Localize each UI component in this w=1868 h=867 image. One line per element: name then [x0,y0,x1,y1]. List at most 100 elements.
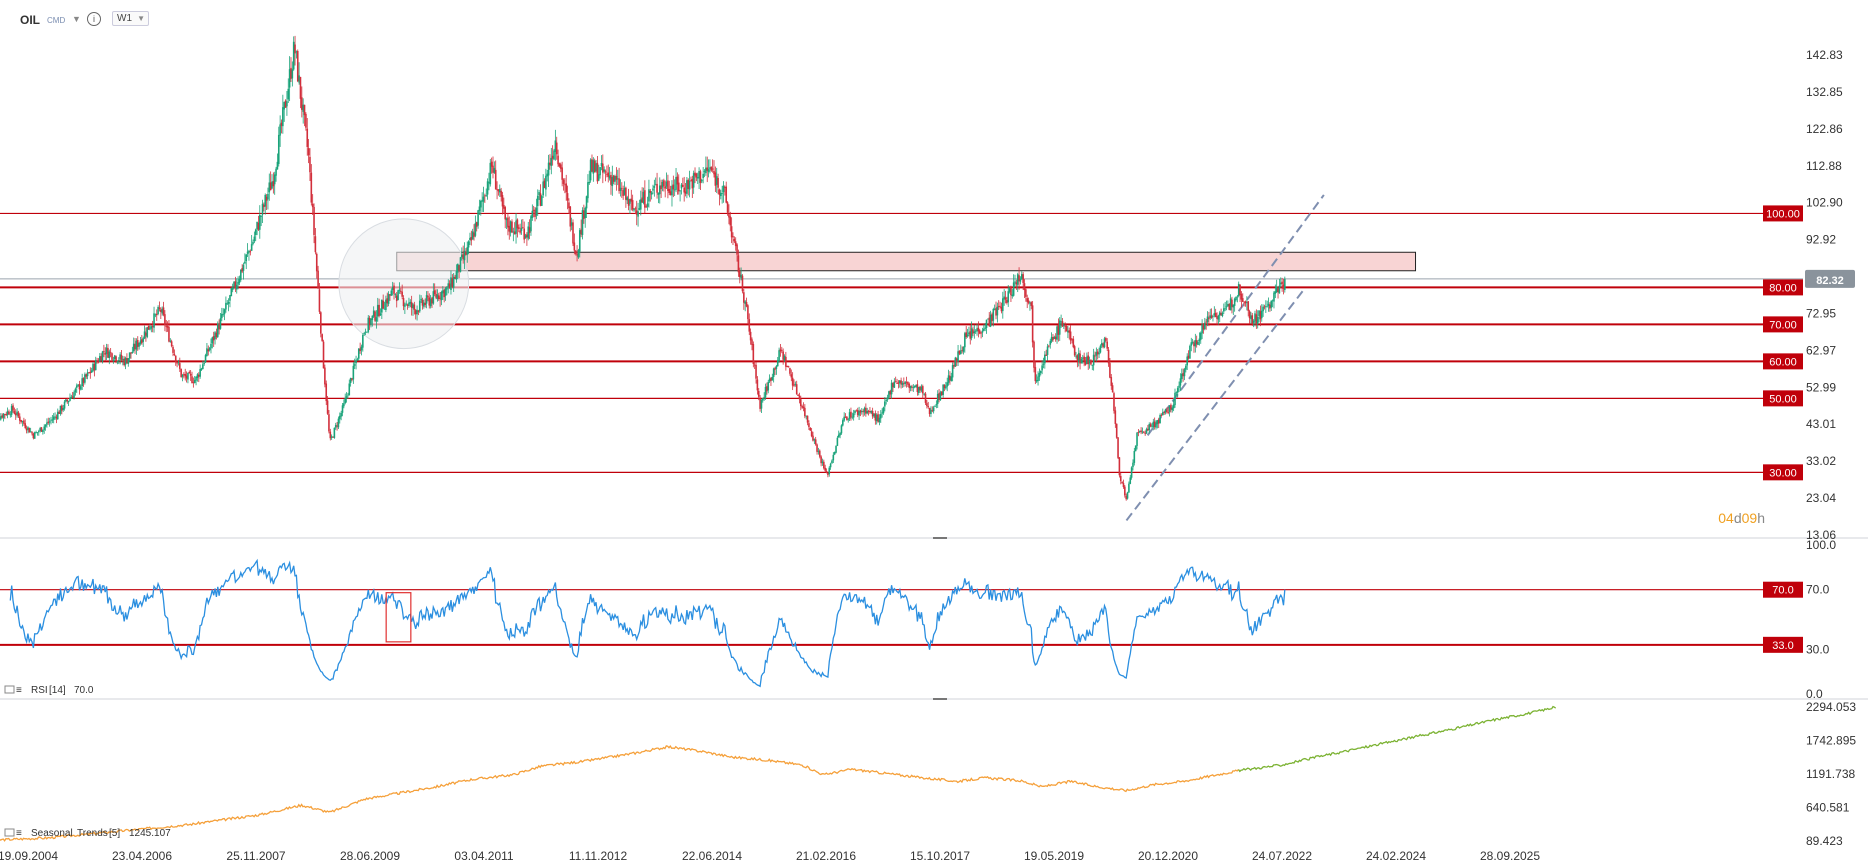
candle-body [909,385,912,389]
candle-body [360,346,363,351]
candle-body [184,374,187,377]
channel-upper-line[interactable] [1146,194,1325,436]
candle-body [1138,431,1141,432]
candle-body [1050,336,1053,342]
seasonal-legend-pane-icon[interactable] [4,828,15,837]
rsi-line[interactable] [9,558,1286,688]
candle-body [28,427,31,433]
candle-body [471,231,474,240]
symbol-dropdown-chevron-icon[interactable]: ▼ [72,14,81,24]
candle-body [578,230,581,252]
info-icon[interactable]: i [87,12,101,26]
candle-body [416,309,418,315]
candle-body [154,314,157,316]
candle-body [1137,431,1140,433]
candle-body [155,313,158,316]
channel-lower-line[interactable] [1125,290,1304,522]
price-axis-tick-label: 13.06 [1806,528,1836,542]
candle-body [462,254,464,260]
candle-body [825,471,828,473]
candle-body [744,301,746,304]
candle-body [989,314,992,327]
candle-body [282,107,284,127]
candle-body [485,195,488,197]
price-candles[interactable] [0,35,1286,501]
rsi-legend-pane-icon[interactable] [4,685,15,694]
candle-body [1060,321,1062,323]
candle-body [269,182,272,191]
rsi-legend[interactable]: ≡ RSI [14] 70.0 [4,685,94,696]
candle-body [1002,298,1004,312]
candle-body [1221,312,1224,317]
candle-body [486,181,489,195]
candle-body [1252,320,1255,323]
seasonal-legend-settings-icon[interactable]: ≡ [16,828,22,839]
candle-body [951,365,954,378]
candle-body [432,291,435,304]
candle-body [722,185,725,193]
candle-body [210,343,212,349]
candle-body [547,162,550,176]
candle-body [1236,296,1239,298]
candle-body [832,454,835,461]
candle-body [112,360,115,361]
candle-body [1057,325,1060,335]
current-price-label: 82.32 [1816,275,1844,287]
instrument-symbol[interactable]: OIL [20,13,40,27]
candle-body [17,412,20,417]
seasonal-legend[interactable]: ≡ Seasonal Trends [5] 1245.107 [4,828,171,839]
candle-body [271,181,273,189]
candle-body [337,418,340,428]
highlight-circle[interactable] [338,218,470,350]
candle-body [912,387,915,389]
candle-body [1125,495,1127,500]
candle-body [1168,405,1171,412]
candle-body [717,177,719,188]
x-axis-tick-label: 25.11.2007 [226,849,285,863]
candle-body [621,188,623,190]
candle-body [197,374,200,377]
rsi-highlight-box[interactable] [385,592,412,643]
candle-body [580,229,582,235]
candle-body [1239,284,1241,296]
candle-body [295,51,298,53]
candle-body [428,297,431,306]
seasonal-trend-line-projection[interactable] [1237,705,1557,773]
rsi-legend-name: RSI [31,685,48,696]
candle-body [783,355,786,361]
candle-body [305,113,307,128]
candle-body [1256,316,1259,324]
candle-body [252,241,254,244]
candle-body [728,214,730,218]
candle-body [97,361,100,363]
candle-body [557,155,559,165]
candle-body [917,386,920,393]
candle-body [633,208,635,211]
candle-body [244,261,246,264]
timeframe-select[interactable]: W1 ▼ [112,11,149,26]
candle-body [465,251,467,255]
candle-body [1071,339,1073,341]
candle-body [208,348,211,351]
candle-body [204,355,207,363]
candle-body [812,435,814,441]
candle-body [923,393,925,395]
candle-body [31,432,33,434]
candle-body [1096,351,1099,355]
candle-body [310,172,313,203]
candle-body [710,166,713,171]
candle-body [1129,477,1132,484]
candle-body [671,185,673,196]
candle-body [370,318,372,325]
candle-body [1056,326,1058,340]
candle-body [936,393,939,405]
seasonal-trend-line-past[interactable] [0,744,1239,842]
candle-body [508,225,511,232]
candle-body [847,419,850,421]
rsi-legend-settings-icon[interactable]: ≡ [16,685,22,696]
candle-body [1271,300,1274,302]
candle-body [450,277,452,291]
candle-body [569,206,572,227]
resistance-zone-rectangle[interactable] [396,251,1417,272]
